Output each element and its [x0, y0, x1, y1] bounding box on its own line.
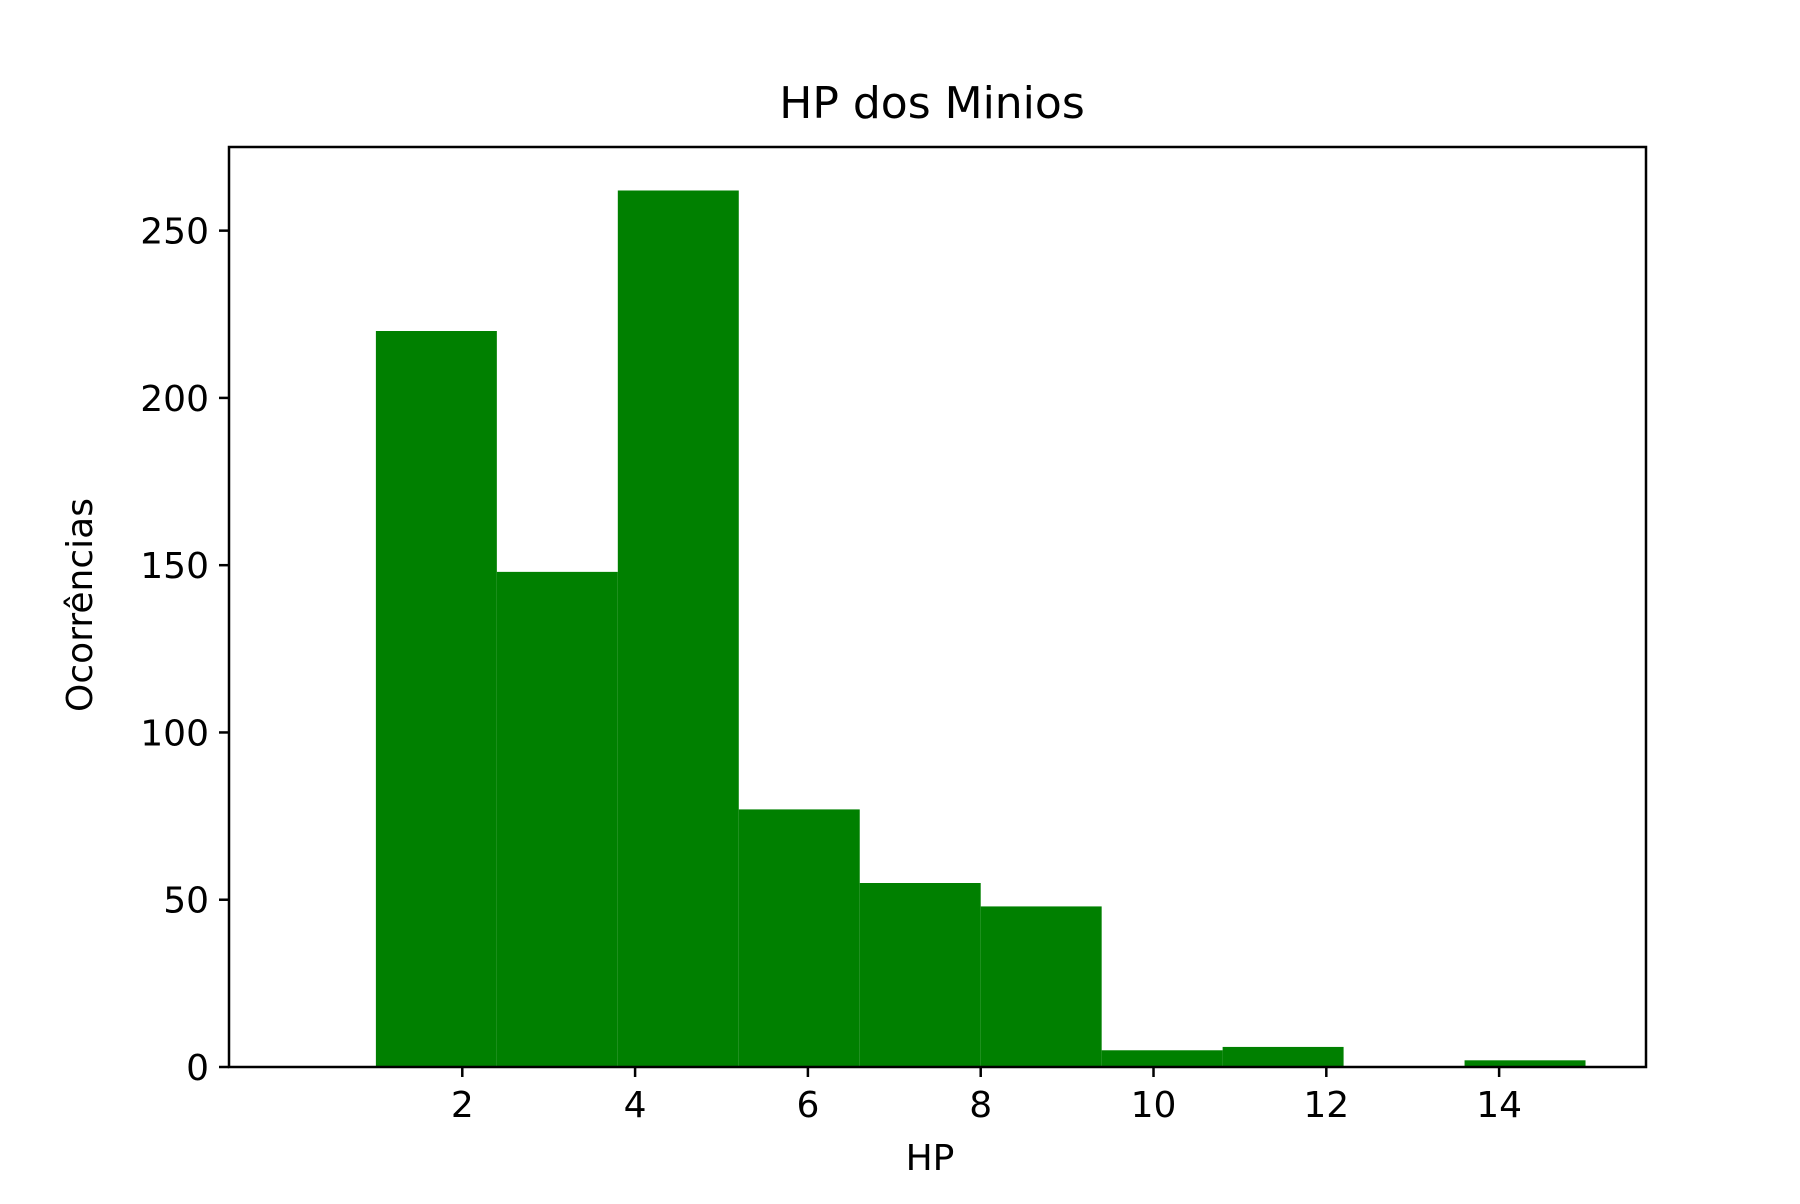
histogram-bar	[496, 571, 618, 1067]
histogram-bar	[617, 190, 739, 1067]
x-axis-title: HP	[906, 1138, 955, 1179]
bars-group	[375, 190, 1586, 1067]
x-tick-label: 2	[451, 1085, 474, 1126]
y-axis-ticks: 0 50 100 150 200 250	[140, 212, 229, 1089]
histogram-bar	[1464, 1060, 1586, 1067]
y-tick-label: 50	[163, 881, 209, 922]
y-tick-label: 150	[140, 546, 209, 587]
x-tick-label: 14	[1476, 1085, 1522, 1126]
plot-frame	[227, 145, 1648, 1069]
histogram-bar	[1101, 1050, 1223, 1067]
histogram-bar	[980, 906, 1102, 1067]
x-tick-label: 8	[969, 1085, 992, 1126]
y-tick-label: 250	[140, 212, 209, 253]
y-tick-label: 100	[140, 713, 209, 754]
x-axis-ticks: 2 4 6 8 10 12 14	[451, 1067, 1522, 1126]
histogram-bar	[738, 809, 860, 1067]
histogram-bar	[859, 883, 981, 1067]
x-tick-label: 6	[796, 1085, 819, 1126]
y-tick-label: 0	[186, 1048, 209, 1089]
x-tick-label: 10	[1131, 1085, 1177, 1126]
x-tick-label: 4	[624, 1085, 647, 1126]
y-tick-label: 200	[140, 379, 209, 420]
x-tick-label: 12	[1303, 1085, 1349, 1126]
y-axis-title: Ocorrências	[60, 498, 101, 712]
histogram-bar	[1222, 1046, 1344, 1067]
chart-title: HP dos Minios	[779, 78, 1085, 129]
histogram-bar	[375, 331, 497, 1067]
